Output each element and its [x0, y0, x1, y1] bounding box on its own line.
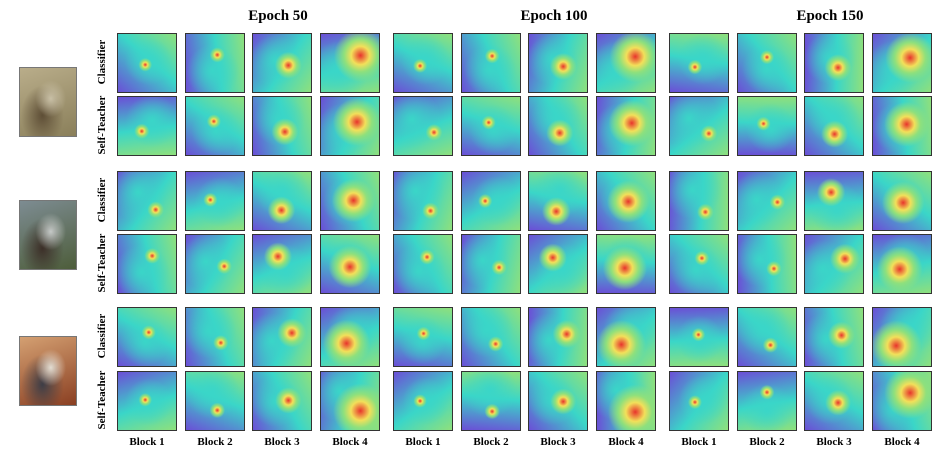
attention-heatmap — [252, 171, 312, 231]
example-photo — [19, 67, 77, 137]
block-label: Block 4 — [332, 436, 368, 448]
attention-heatmap — [320, 96, 380, 156]
block-label: Block 3 — [540, 436, 576, 448]
block-label: Block 1 — [405, 436, 441, 448]
attention-heatmap — [596, 33, 656, 93]
attention-heatmap — [461, 96, 521, 156]
attention-heatmap — [320, 307, 380, 367]
attention-heatmap — [804, 33, 864, 93]
attention-heatmap — [185, 171, 245, 231]
attention-heatmap — [252, 33, 312, 93]
attention-heatmap — [528, 96, 588, 156]
attention-heatmap — [804, 171, 864, 231]
attention-heatmap — [669, 171, 729, 231]
attention-heatmap — [117, 371, 177, 431]
block-label: Block 1 — [129, 436, 165, 448]
example-photo — [19, 336, 77, 406]
attention-heatmap — [117, 96, 177, 156]
attention-heatmap — [596, 96, 656, 156]
attention-heatmap — [528, 234, 588, 294]
attention-heatmap — [320, 371, 380, 431]
attention-heatmap — [737, 234, 797, 294]
block-label: Block 4 — [608, 436, 644, 448]
attention-heatmap — [528, 307, 588, 367]
block-label: Block 2 — [749, 436, 785, 448]
attention-heatmap — [185, 307, 245, 367]
attention-heatmap — [461, 234, 521, 294]
attention-heatmap — [185, 33, 245, 93]
attention-heatmap — [804, 96, 864, 156]
epoch-title: Epoch 150 — [796, 8, 864, 24]
attention-heatmap — [185, 96, 245, 156]
attention-heatmap — [461, 33, 521, 93]
attention-heatmap — [872, 96, 932, 156]
row-label: Classifier — [96, 313, 108, 359]
row-label: Self-Teacher — [96, 370, 108, 430]
attention-heatmap — [669, 33, 729, 93]
attention-heatmap — [252, 96, 312, 156]
row-label: Classifier — [96, 177, 108, 223]
epoch-title: Epoch 50 — [248, 8, 308, 24]
block-label: Block 2 — [473, 436, 509, 448]
attention-heatmap — [393, 33, 453, 93]
attention-heatmap — [320, 33, 380, 93]
attention-heatmap — [461, 371, 521, 431]
attention-heatmap — [737, 96, 797, 156]
attention-heatmap — [596, 171, 656, 231]
attention-heatmap — [393, 307, 453, 367]
attention-heatmap — [804, 307, 864, 367]
attention-heatmap — [872, 33, 932, 93]
attention-heatmap — [737, 307, 797, 367]
attention-heatmap — [528, 371, 588, 431]
attention-heatmap — [185, 234, 245, 294]
attention-heatmap — [528, 33, 588, 93]
attention-heatmap — [737, 33, 797, 93]
row-label: Self-Teacher — [96, 95, 108, 155]
attention-heatmap — [252, 371, 312, 431]
attention-heatmap — [596, 234, 656, 294]
attention-heatmap — [461, 307, 521, 367]
attention-heatmap — [596, 307, 656, 367]
attention-heatmap — [669, 307, 729, 367]
attention-heatmap — [804, 234, 864, 294]
attention-heatmap — [117, 234, 177, 294]
attention-heatmap — [461, 171, 521, 231]
attention-heatmap — [252, 234, 312, 294]
attention-heatmap — [393, 171, 453, 231]
block-label: Block 4 — [884, 436, 920, 448]
attention-heatmap — [393, 371, 453, 431]
attention-heatmap — [872, 234, 932, 294]
epoch-title: Epoch 100 — [520, 8, 588, 24]
attention-heatmap — [393, 96, 453, 156]
attention-heatmap — [669, 96, 729, 156]
attention-heatmap — [669, 234, 729, 294]
attention-heatmap — [117, 307, 177, 367]
attention-heatmap — [117, 33, 177, 93]
attention-heatmap — [737, 371, 797, 431]
row-label: Self-Teacher — [96, 233, 108, 293]
row-label: Classifier — [96, 39, 108, 85]
attention-heatmap — [185, 371, 245, 431]
attention-heatmap — [872, 171, 932, 231]
attention-heatmap — [804, 371, 864, 431]
attention-heatmap — [252, 307, 312, 367]
attention-heatmap — [872, 371, 932, 431]
attention-heatmap — [596, 371, 656, 431]
attention-heatmap — [117, 171, 177, 231]
attention-heatmap — [393, 234, 453, 294]
attention-heatmap — [872, 307, 932, 367]
attention-heatmap — [320, 171, 380, 231]
attention-heatmap — [320, 234, 380, 294]
example-photo — [19, 200, 77, 270]
block-label: Block 2 — [197, 436, 233, 448]
attention-heatmap — [528, 171, 588, 231]
block-label: Block 1 — [681, 436, 717, 448]
block-label: Block 3 — [816, 436, 852, 448]
attention-heatmap — [737, 171, 797, 231]
block-label: Block 3 — [264, 436, 300, 448]
attention-heatmap — [669, 371, 729, 431]
